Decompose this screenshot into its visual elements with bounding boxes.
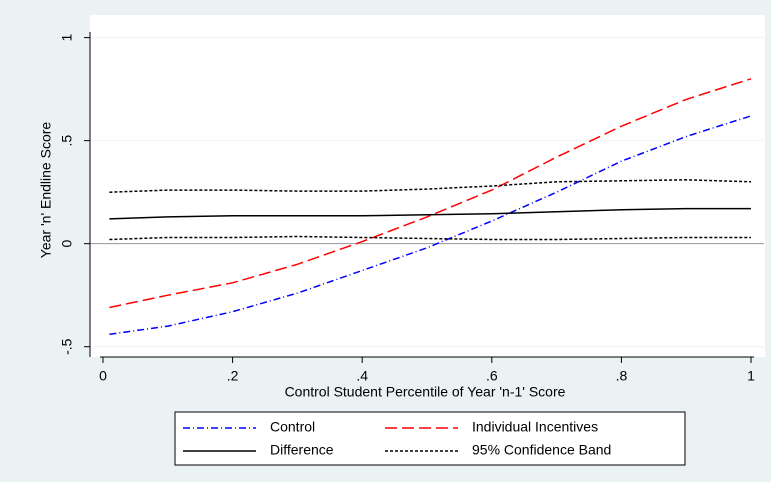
series-line (109, 207, 751, 220)
y-tick-label: .5 (59, 135, 75, 147)
legend-label: Individual Incentives (472, 419, 598, 435)
x-tick-label: 0 (99, 368, 107, 384)
y-tick-label: 0 (59, 240, 75, 248)
legend-label: 95% Confidence Band (472, 442, 611, 458)
y-tick-label: 1 (59, 34, 75, 42)
x-tick-label: 1 (747, 368, 755, 384)
plot-area (90, 15, 765, 357)
x-tick-label: .2 (227, 368, 239, 384)
legend-box (174, 411, 686, 466)
legend-label: Control (270, 419, 315, 435)
series-line (109, 235, 751, 241)
y-axis-title: Year 'n' Endline Score (38, 122, 54, 259)
legend-label: Difference (270, 442, 334, 458)
x-axis-title: Control Student Percentile of Year 'n-1'… (285, 384, 566, 400)
series-line (109, 179, 752, 193)
x-tick-label: .4 (356, 368, 368, 384)
x-tick-label: .6 (486, 368, 498, 384)
series-line (109, 78, 752, 309)
x-tick-label: .8 (616, 368, 628, 384)
series-line (109, 115, 752, 336)
y-tick-label: -.5 (59, 338, 75, 355)
